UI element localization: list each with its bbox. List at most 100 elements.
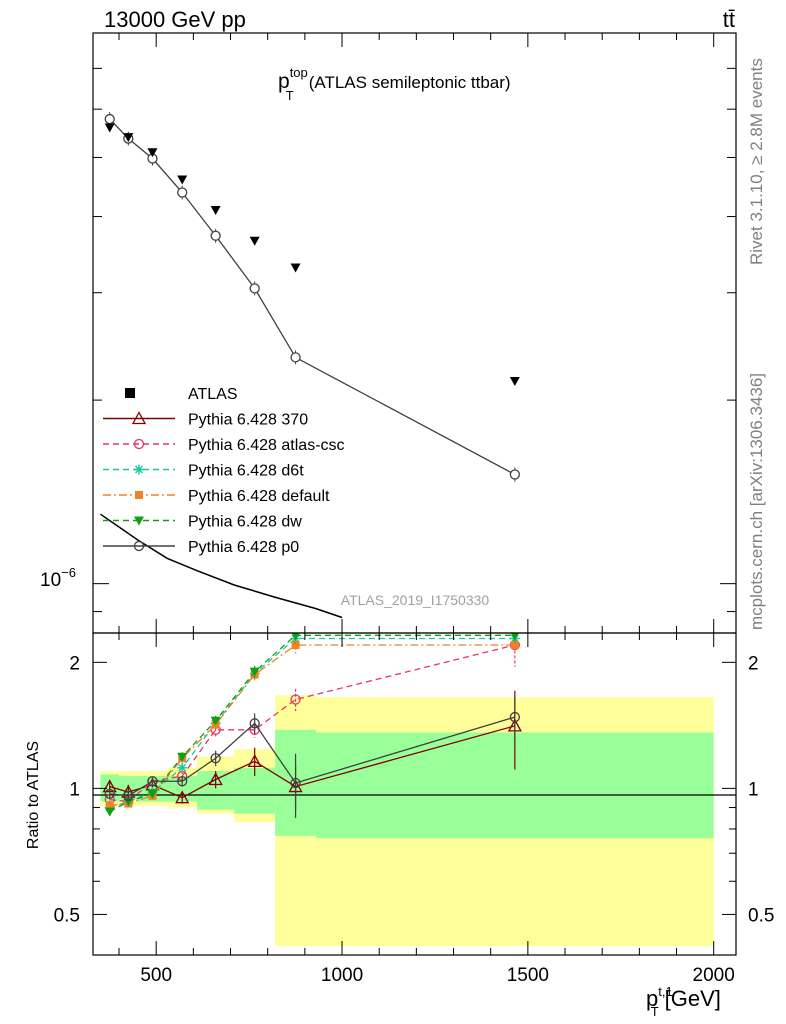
chart-title: ptop T (ATLAS semileptonic ttbar)	[278, 65, 511, 103]
ratio-y-tick-label-right: 2	[748, 653, 759, 674]
xlabel-sup: t,1	[658, 984, 672, 999]
x-tick-label: 1000	[321, 965, 363, 986]
xlabel-sub: T	[651, 1004, 659, 1019]
legend-item: Pythia 6.428 d6t	[103, 463, 304, 480]
x-tick-label: 2000	[693, 965, 735, 986]
legend-item: Pythia 6.428 p0	[103, 539, 299, 556]
main-series-point	[177, 187, 188, 198]
legend-item: Pythia 6.428 default	[103, 488, 330, 505]
ratio-point	[249, 718, 260, 729]
legend-marker	[134, 516, 144, 526]
data-point	[147, 148, 158, 158]
title-main: p	[278, 70, 290, 93]
data-point	[509, 376, 520, 386]
ratio-series-layer	[102, 633, 522, 818]
legend-marker	[134, 464, 144, 475]
ratio-panel: 500 1000 1500 2000 0.5 0.5 1 1 2 2 Ratio to ATLAS	[25, 632, 774, 986]
y-tick-base: 10	[40, 570, 61, 591]
ratio-point	[510, 633, 519, 641]
main-axis-ticks	[93, 32, 736, 633]
analysis-watermark: ATLAS_2019_I1750330	[341, 592, 490, 608]
ratio-point	[104, 788, 115, 800]
legend-item: Pythia 6.428 dw	[103, 514, 302, 531]
ratio-y-label: Ratio to ATLAS	[25, 741, 42, 849]
x-tick-label: 1500	[507, 965, 549, 986]
legend-marker	[131, 411, 147, 425]
data-point	[177, 175, 188, 185]
ratio-point	[177, 752, 188, 762]
legend-marker	[135, 491, 143, 499]
ratio-point	[290, 777, 301, 789]
main-panel: ptop T (ATLAS semileptonic ttbar) ATLAS_20…	[40, 32, 737, 634]
legend: ATLAS Pythia 6.428 370 Pythia 6.428 atlas-…	[103, 386, 345, 556]
data-point	[210, 206, 221, 216]
main-series-point	[509, 469, 521, 480]
ratio-point	[147, 776, 158, 787]
legend-label: Pythia 6.428 p0	[188, 539, 299, 556]
ratio-y-tick-label-right: 1	[748, 779, 759, 800]
ratio-point	[290, 694, 301, 705]
main-series-point	[210, 230, 221, 241]
legend-label: Pythia 6.428 d6t	[188, 463, 304, 480]
rivet-label: Rivet 3.1.10, ≥ 2.8M events	[747, 58, 766, 265]
main-series-layer	[104, 112, 521, 482]
ratio-point	[105, 801, 114, 810]
ratio-series-group	[102, 633, 522, 818]
data-point	[290, 263, 301, 273]
data-point	[123, 133, 134, 143]
data-point	[249, 236, 260, 246]
y-tick-exp: −6	[61, 565, 76, 580]
legend-label: Pythia 6.428 370	[188, 412, 308, 429]
process-label: tt̄	[723, 7, 735, 32]
legend-label: Pythia 6.428 default	[188, 488, 330, 505]
ratio-point	[123, 790, 134, 801]
ratio-series-line	[109, 644, 515, 807]
ratio-series-line	[109, 725, 516, 799]
legend-marker	[133, 438, 145, 450]
ratio-point	[210, 753, 221, 764]
ratio-point	[177, 776, 188, 787]
x-axis-label: pt,1 T [GeV]	[646, 984, 721, 1019]
main-series-point	[104, 113, 115, 125]
legend-item: Pythia 6.428 370	[103, 411, 308, 429]
legend-item: Pythia 6.428 atlas-csc	[103, 437, 345, 454]
legend-label: Pythia 6.428 atlas-csc	[188, 437, 345, 454]
legend-item-data: ATLAS	[125, 386, 238, 403]
ratio-point	[177, 762, 188, 773]
ratio-point	[210, 716, 221, 726]
x-tick-label: 500	[140, 965, 172, 986]
ratio-point	[247, 754, 262, 768]
ratio-y-tick-label-right: 0.5	[748, 905, 774, 926]
main-y-tick-label: 10−6	[40, 565, 76, 591]
title-sup: top	[290, 65, 308, 80]
ratio-point	[147, 789, 158, 799]
ratio-point	[291, 633, 300, 641]
ratio-axis-ticks: 500 1000 1500 2000 0.5 0.5 1 1 2 2	[54, 633, 774, 986]
ratio-y-tick-label: 0.5	[54, 905, 80, 926]
main-series-point	[290, 352, 301, 363]
energy-label: 13000 GeV pp	[104, 7, 246, 32]
ratio-point	[509, 711, 521, 723]
ratio-point	[510, 640, 519, 649]
ratio-y-tick-label: 1	[69, 779, 80, 800]
main-series-line	[109, 118, 516, 476]
ratio-point	[104, 807, 115, 817]
xlabel-unit: [GeV]	[665, 986, 721, 1011]
ratio-frame	[92, 632, 737, 956]
ratio-band-layer	[100, 695, 714, 947]
ratio-point	[291, 640, 300, 649]
title-sub: T	[286, 88, 294, 103]
data-point	[104, 123, 115, 133]
ratio-point	[249, 667, 260, 677]
legend-marker	[133, 540, 145, 552]
ratio-point	[175, 790, 190, 804]
ratio-point	[208, 772, 223, 786]
xlabel-main: p	[646, 986, 658, 1011]
ratio-series-line	[109, 634, 515, 813]
main-data-layer	[104, 123, 520, 386]
legend-marker	[125, 388, 135, 398]
main-series-point	[249, 283, 260, 294]
ratio-y-tick-label: 2	[69, 653, 80, 674]
title-rest: (ATLAS semileptonic ttbar)	[309, 73, 511, 92]
